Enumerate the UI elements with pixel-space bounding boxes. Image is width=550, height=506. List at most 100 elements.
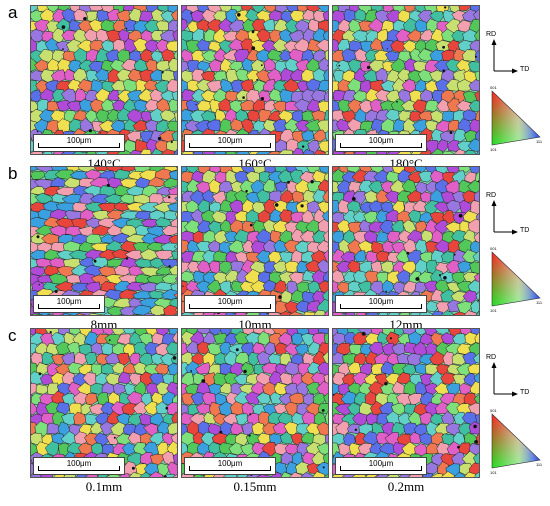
td-arrow-icon [512, 392, 518, 397]
void-spot [474, 440, 478, 444]
scale-bar-box: 100μm [33, 134, 125, 152]
void-spot [387, 48, 388, 49]
grain-map-image [333, 6, 480, 155]
void-spot [161, 71, 163, 73]
grain [391, 221, 404, 234]
scale-bar-label: 100μm [34, 459, 124, 468]
corner-101-label: 101 [490, 470, 497, 475]
void-spot [201, 379, 205, 383]
void-spot [275, 203, 279, 207]
void-spot [132, 467, 135, 470]
void-spot [442, 69, 445, 72]
scale-bar-box: 100μm [184, 295, 276, 313]
grain [366, 414, 378, 425]
scale-bar-box: 100μm [33, 295, 105, 313]
grain [280, 373, 293, 385]
void-spot [37, 131, 39, 133]
void-spot [415, 277, 419, 281]
void-spot [166, 407, 169, 410]
grain [302, 131, 315, 141]
ebsd-orientation-map: 100μm [30, 5, 178, 155]
td-label: TD [520, 389, 529, 396]
corner-111-label: 111 [536, 462, 542, 467]
ebsd-orientation-map: 100μm [332, 166, 480, 316]
void-spot [396, 101, 398, 103]
grain [182, 271, 195, 282]
void-spot [55, 290, 58, 293]
void-spot [478, 299, 480, 301]
corner-001-label: 001 [490, 85, 497, 90]
void-spot [287, 181, 290, 184]
grain [173, 454, 178, 465]
row-label: b [8, 164, 17, 184]
corner-101-label: 101 [490, 147, 497, 152]
void-spot [473, 425, 477, 429]
void-spot [190, 370, 192, 372]
void-spot [362, 332, 366, 336]
void-spot [252, 30, 255, 33]
grain [182, 19, 188, 32]
grain [328, 119, 329, 132]
ebsd-orientation-map: 100μm [332, 5, 480, 155]
row-label: c [8, 326, 17, 346]
grain [426, 301, 437, 312]
void-spot [367, 66, 370, 69]
void-spot [195, 104, 196, 105]
void-spot [164, 475, 167, 478]
void-spot [352, 197, 356, 201]
ebsd-orientation-map: 100μm [181, 328, 329, 478]
void-spot [278, 295, 282, 299]
grain-map-image [182, 167, 329, 316]
ebsd-orientation-map: 100μm [181, 166, 329, 316]
void-spot [302, 145, 304, 147]
rd-arrow-icon [492, 200, 497, 206]
void-spot [406, 252, 409, 255]
void-spot [323, 466, 325, 468]
void-spot [190, 12, 192, 14]
void-spot [301, 204, 304, 207]
grain-map-image [333, 167, 480, 316]
ebsd-orientation-map: 100μm [181, 5, 329, 155]
scale-bar-label: 100μm [185, 459, 275, 468]
ipf-legend: RD TD 001 101 111 [486, 356, 546, 506]
scale-bar [189, 470, 271, 471]
scale-bar-box: 100μm [184, 457, 276, 475]
void-spot [89, 129, 92, 132]
void-spot [475, 56, 477, 58]
grain [328, 423, 329, 437]
grain [31, 171, 46, 180]
void-spot [478, 180, 480, 182]
void-spot [322, 409, 325, 412]
void-spot [442, 46, 445, 49]
grain-map-image [182, 6, 329, 155]
grain [51, 70, 66, 82]
void-spot [459, 214, 463, 218]
grain [387, 231, 400, 242]
void-spot [261, 64, 263, 66]
void-spot [171, 141, 173, 143]
grain [214, 251, 227, 261]
grain [156, 61, 170, 71]
void-spot [182, 286, 183, 287]
ebsd-orientation-map: 100μm [332, 328, 480, 478]
panel-caption: 0.2mm [332, 479, 480, 495]
grain-map-image [31, 6, 178, 155]
td-arrow-icon [512, 69, 518, 74]
rd-label: RD [486, 192, 496, 199]
void-spot [169, 265, 171, 267]
grain [85, 353, 97, 365]
void-spot [39, 284, 40, 285]
corner-001-label: 001 [490, 408, 497, 413]
void-spot [384, 382, 387, 385]
corner-111-label: 111 [536, 300, 542, 305]
grain [182, 393, 194, 405]
grain [458, 261, 472, 272]
void-spot [243, 370, 246, 373]
panel-caption: 0.15mm [181, 479, 329, 495]
rd-label: RD [486, 354, 496, 361]
scale-bar [340, 470, 422, 471]
void-spot [251, 46, 255, 50]
ipf-triangle-overlay [492, 414, 540, 468]
grain-map-image [182, 329, 329, 478]
